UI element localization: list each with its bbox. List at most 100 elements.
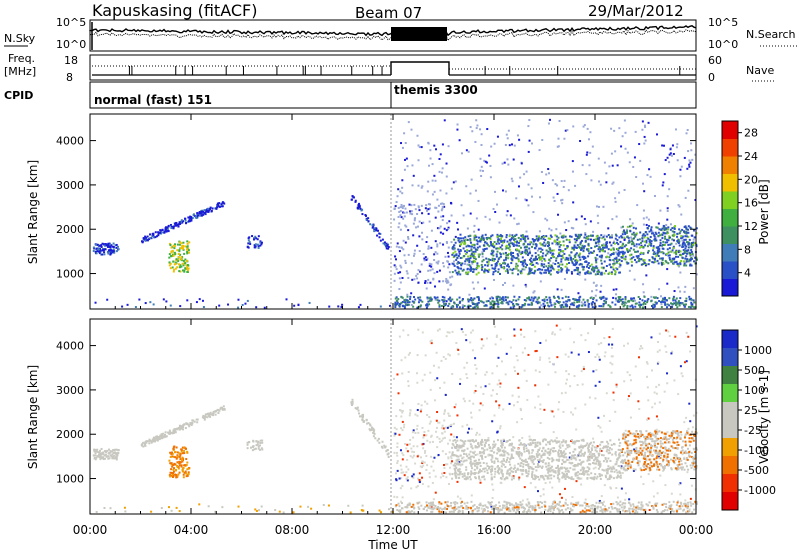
power-echo-point [589, 220, 592, 223]
power-echo-point [407, 236, 410, 239]
velocity-echo-point [608, 419, 611, 422]
power-echo-point [495, 255, 498, 258]
velocity-echo-point [168, 459, 171, 462]
power-echo-point [182, 248, 185, 251]
power-echo-point [574, 253, 577, 256]
power-echo-point [501, 240, 504, 243]
power-echo-point [443, 205, 446, 208]
power-echo-point [216, 202, 219, 205]
power-echo-point [473, 243, 476, 246]
power-echo-point [673, 227, 676, 230]
power-echo-point [678, 249, 681, 252]
velocity-echo-point [664, 345, 667, 348]
power-echo-point [543, 258, 546, 261]
power-ytick-label: 2000 [56, 223, 84, 236]
power-echo-point [620, 247, 623, 250]
power-echo-point [174, 224, 177, 227]
velocity-echo-point [434, 491, 437, 494]
velocity-echo-point [582, 439, 585, 442]
velocity-echo-point [641, 347, 644, 350]
velocity-echo-point [564, 448, 567, 451]
power-echo-point [653, 303, 656, 306]
power-echo-point [689, 226, 692, 229]
power-echo-point [626, 230, 629, 233]
velocity-echo-point [258, 444, 261, 447]
power-echo-point [167, 224, 170, 227]
power-echo-point [663, 243, 666, 246]
power-echo-point [436, 270, 439, 273]
power-echo-point [106, 245, 109, 248]
power-echo-point [660, 257, 663, 260]
power-echo-point [681, 244, 684, 247]
power-echo-point [462, 247, 465, 250]
velocity-echo-point [594, 355, 597, 358]
power-echo-point [572, 304, 575, 307]
power-echo-point [624, 296, 627, 299]
power-echo-point [458, 237, 461, 240]
power-echo-point [685, 300, 688, 303]
power-echo-point [195, 216, 198, 219]
velocity-echo-point [661, 460, 664, 463]
velocity-echo-point [174, 463, 177, 466]
velocity-echo-point [656, 350, 659, 353]
power-echo-point [643, 240, 646, 243]
velocity-echo-point [469, 341, 472, 344]
power-echo-point [451, 253, 454, 256]
velocity-echo-point [656, 362, 659, 365]
velocity-echo-point [652, 480, 655, 483]
velocity-echo-point [683, 361, 686, 364]
velocity-echo-point [373, 429, 376, 432]
power-echo-point [154, 231, 157, 234]
velocity-echo-point [656, 492, 659, 495]
velocity-echo-point [687, 452, 690, 455]
velocity-echo-point [172, 468, 175, 471]
power-echo-point [484, 215, 487, 218]
power-echo-point [483, 268, 486, 271]
power-echo-point [608, 271, 611, 274]
velocity-echo-point [599, 447, 602, 450]
velocity-echo-point [512, 436, 515, 439]
power-echo-point [666, 209, 669, 212]
power-echo-point [469, 239, 472, 242]
power-echo-point [412, 222, 415, 225]
velocity-echo-point [471, 349, 474, 352]
power-echo-point [573, 238, 576, 241]
power-echo-point [652, 232, 655, 235]
power-echo-point [689, 258, 692, 261]
velocity-echo-point [181, 470, 184, 473]
power-echo-point [106, 298, 109, 301]
velocity-echo-point [623, 344, 626, 347]
power-echo-point [559, 304, 562, 307]
velocity-echo-point [605, 392, 608, 395]
velocity-echo-point [635, 457, 638, 460]
velocity-echo-point [494, 343, 497, 346]
velocity-echo-point [656, 465, 659, 468]
power-echo-point [668, 247, 671, 250]
power-echo-point [477, 301, 480, 304]
power-echo-point [553, 305, 556, 308]
velocity-echo-point [692, 434, 695, 437]
power-echo-point [623, 245, 626, 248]
power-echo-point [564, 305, 567, 308]
power-echo-point [568, 261, 571, 264]
power-echo-point [417, 205, 420, 208]
power-echo-point [260, 243, 263, 246]
velocity-echo-point [95, 449, 98, 452]
power-echo-point [98, 250, 101, 253]
power-echo-point [475, 268, 478, 271]
power-echo-point [541, 243, 544, 246]
power-echo-point [169, 244, 172, 247]
power-echo-point [538, 149, 541, 152]
velocity-echo-point [398, 409, 401, 412]
power-echo-point [402, 211, 405, 214]
power-echo-point [473, 234, 476, 237]
velocity-echo-point [557, 469, 560, 472]
power-echo-point [691, 158, 694, 161]
velocity-echo-point [570, 476, 573, 479]
power-echo-point [647, 237, 650, 240]
power-echo-point [568, 299, 571, 302]
power-echo-point [533, 239, 536, 242]
power-echo-point [485, 161, 488, 164]
power-echo-point [397, 298, 400, 301]
velocity-echo-point [108, 457, 111, 460]
